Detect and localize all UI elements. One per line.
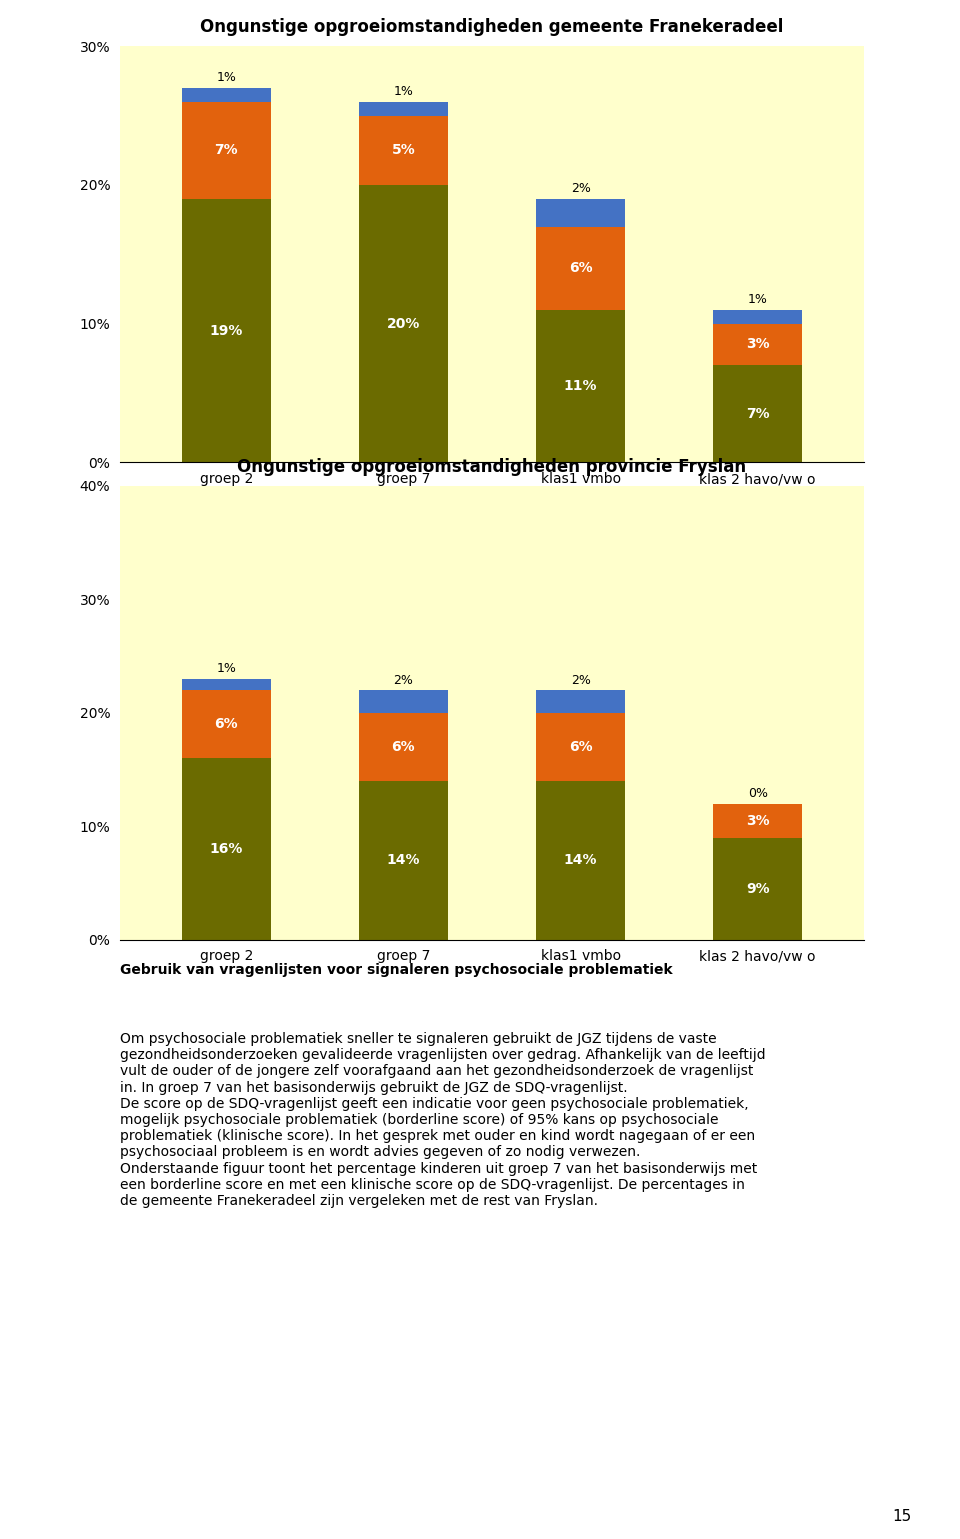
Bar bbox=[182, 102, 271, 199]
Text: 15: 15 bbox=[893, 1508, 912, 1524]
Text: 1%: 1% bbox=[748, 292, 768, 306]
Bar bbox=[713, 837, 802, 940]
Text: 2%: 2% bbox=[570, 182, 590, 194]
Text: 9%: 9% bbox=[746, 882, 770, 896]
Text: 6%: 6% bbox=[568, 262, 592, 275]
Bar bbox=[537, 689, 625, 713]
Text: 0%: 0% bbox=[748, 786, 768, 800]
Bar bbox=[713, 365, 802, 462]
Bar bbox=[537, 713, 625, 780]
Bar bbox=[359, 185, 447, 462]
Text: 7%: 7% bbox=[214, 143, 238, 157]
Bar bbox=[359, 713, 447, 780]
Bar bbox=[537, 780, 625, 940]
Text: 5%: 5% bbox=[392, 143, 416, 157]
Bar bbox=[713, 309, 802, 323]
Bar bbox=[182, 88, 271, 102]
Bar bbox=[182, 759, 271, 940]
Bar bbox=[537, 226, 625, 309]
Bar bbox=[359, 115, 447, 185]
Title: Ongunstige opgroeiomstandigheden provincie Fryslan: Ongunstige opgroeiomstandigheden provinc… bbox=[237, 457, 747, 476]
Text: 7%: 7% bbox=[746, 406, 770, 420]
Text: 3%: 3% bbox=[746, 814, 770, 828]
Bar bbox=[359, 689, 447, 713]
Text: 2%: 2% bbox=[394, 674, 414, 686]
Text: 1%: 1% bbox=[394, 85, 414, 97]
Bar bbox=[359, 780, 447, 940]
Text: 6%: 6% bbox=[214, 717, 238, 731]
Text: 1%: 1% bbox=[216, 662, 236, 676]
Title: Ongunstige opgroeiomstandigheden gemeente Franekeradeel: Ongunstige opgroeiomstandigheden gemeent… bbox=[201, 18, 783, 37]
Bar bbox=[359, 102, 447, 115]
Bar bbox=[713, 323, 802, 365]
Text: Gebruik van vragenlijsten voor signaleren psychosociale problematiek: Gebruik van vragenlijsten voor signalere… bbox=[120, 963, 673, 977]
Text: Om psychosociale problematiek sneller te signaleren gebruikt de JGZ tijdens de v: Om psychosociale problematiek sneller te… bbox=[120, 1033, 766, 1208]
Text: 14%: 14% bbox=[387, 853, 420, 868]
Text: 16%: 16% bbox=[209, 842, 243, 856]
Bar bbox=[182, 199, 271, 462]
Bar bbox=[182, 679, 271, 689]
Text: 6%: 6% bbox=[392, 740, 416, 754]
Text: 3%: 3% bbox=[746, 337, 770, 351]
Text: 6%: 6% bbox=[568, 740, 592, 754]
Bar bbox=[537, 199, 625, 226]
Text: 19%: 19% bbox=[209, 323, 243, 337]
Bar bbox=[182, 689, 271, 759]
Text: 2%: 2% bbox=[570, 674, 590, 686]
Text: 20%: 20% bbox=[387, 317, 420, 331]
Text: 14%: 14% bbox=[564, 853, 597, 868]
Bar bbox=[713, 803, 802, 837]
Text: 11%: 11% bbox=[564, 379, 597, 392]
Bar bbox=[537, 309, 625, 462]
Text: 1%: 1% bbox=[216, 71, 236, 83]
